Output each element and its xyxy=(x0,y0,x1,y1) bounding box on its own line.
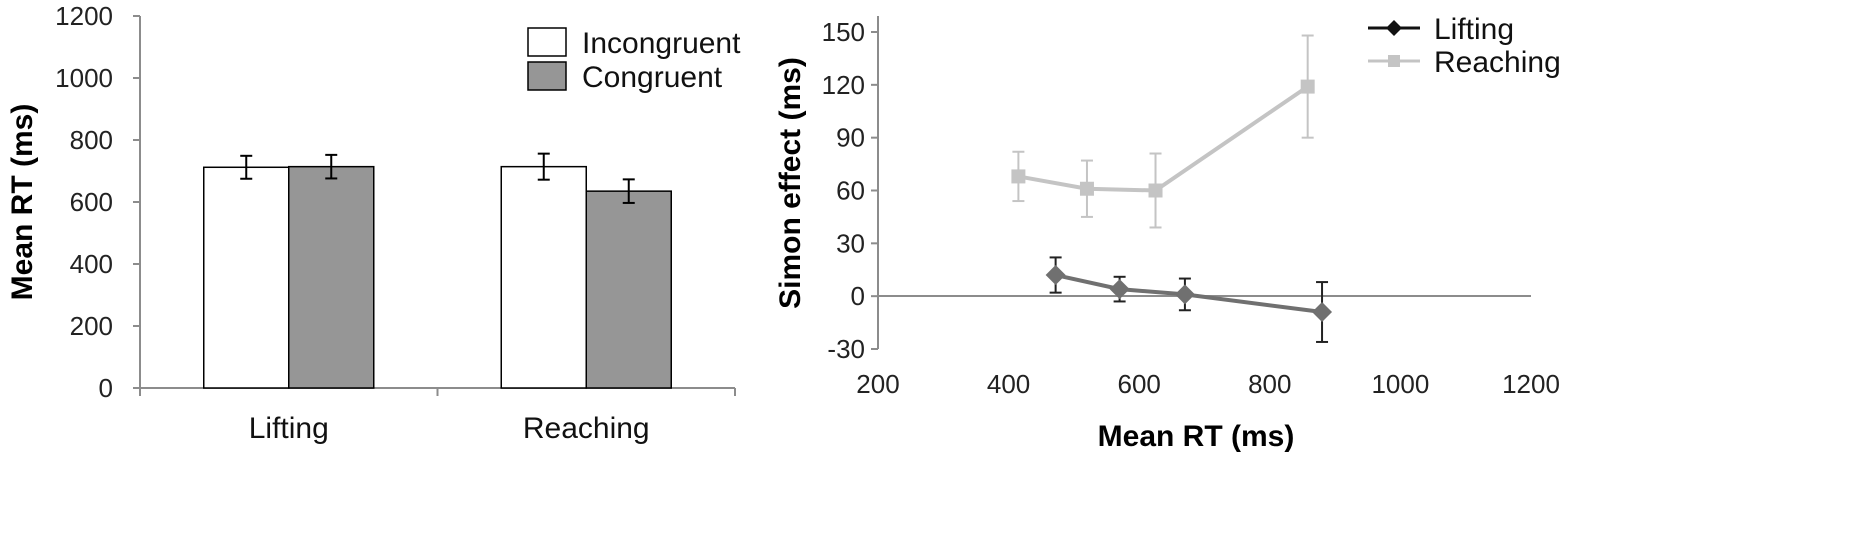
bar-y-tick-label: 200 xyxy=(70,311,113,341)
series-line-lifting xyxy=(1055,273,1323,315)
bar-chart: 0 200 400 600 800 1000 1200 Lifting Reaching Me… xyxy=(6,1,741,445)
bar-y-tick-label: 0 xyxy=(99,373,113,403)
data-point-reaching xyxy=(1011,169,1026,184)
legend-marker-reaching xyxy=(1388,55,1400,67)
data-point-lifting xyxy=(1174,284,1195,305)
line-y-tick-label: 90 xyxy=(836,123,865,153)
error-bar xyxy=(622,178,635,204)
bar-incongruent-reaching xyxy=(500,165,587,389)
legend-label-lifting: Lifting xyxy=(1434,13,1514,46)
legend-label-reaching: Reaching xyxy=(1434,46,1561,79)
line-y-tick-label: 120 xyxy=(822,70,865,100)
data-point-reaching xyxy=(1079,181,1094,196)
line-y-tick-label: 150 xyxy=(822,17,865,47)
legend-label-congruent: Congruent xyxy=(582,61,723,94)
bar-y-tick-label: 400 xyxy=(70,249,113,279)
line-y-axis-label: Simon effect (ms) xyxy=(774,57,807,309)
bar-y-tick-label: 1200 xyxy=(55,1,113,31)
line-x-tick-label: 600 xyxy=(1118,369,1161,399)
bar-y-tick-label: 800 xyxy=(70,125,113,155)
legend-marker-lifting xyxy=(1386,20,1402,36)
data-point-lifting xyxy=(1109,279,1130,300)
series-lifting xyxy=(1045,256,1333,343)
line-x-tick-label: 200 xyxy=(856,369,899,399)
error-bar xyxy=(325,153,338,180)
data-point-lifting xyxy=(1312,302,1333,323)
line-x-axis-label: Mean RT (ms) xyxy=(1098,420,1295,453)
bar-congruent-lifting xyxy=(288,165,375,389)
legend-swatch-congruent xyxy=(527,61,567,91)
bar-y-tick-label: 1000 xyxy=(55,63,113,93)
line-x-tick-label: 1200 xyxy=(1502,369,1560,399)
line-legend: Lifting Reaching xyxy=(1368,13,1561,79)
line-chart: -30 0 30 60 90 120 150 200 400 600 800 1000 1200 Me… xyxy=(774,13,1561,453)
bar-incongruent-lifting xyxy=(203,166,290,389)
bar-congruent-reaching xyxy=(585,190,672,389)
series-reaching xyxy=(1011,34,1315,229)
line-y-tick-label: -30 xyxy=(827,334,865,364)
error-bar xyxy=(240,154,253,180)
legend-label-incongruent: Incongruent xyxy=(582,27,741,60)
bar-category-label: Lifting xyxy=(249,412,329,445)
line-x-tick-label: 800 xyxy=(1248,369,1291,399)
bar-legend: Incongruent Congruent xyxy=(527,27,741,94)
data-point-reaching xyxy=(1300,79,1315,94)
line-y-tick-label: 30 xyxy=(836,228,865,258)
line-y-tick-label: 60 xyxy=(836,176,865,206)
line-x-tick-label: 1000 xyxy=(1371,369,1429,399)
legend-swatch-incongruent xyxy=(527,27,567,57)
bar-y-axis-label: Mean RT (ms) xyxy=(6,104,39,301)
data-point-reaching xyxy=(1148,183,1163,198)
line-y-tick-label: 0 xyxy=(851,281,865,311)
error-bar xyxy=(537,152,550,181)
data-point-lifting xyxy=(1045,265,1066,286)
line-x-tick-label: 400 xyxy=(987,369,1030,399)
bar-y-tick-label: 600 xyxy=(70,187,113,217)
bar-category-label: Reaching xyxy=(523,412,650,445)
series-line-reaching xyxy=(1018,84,1309,193)
